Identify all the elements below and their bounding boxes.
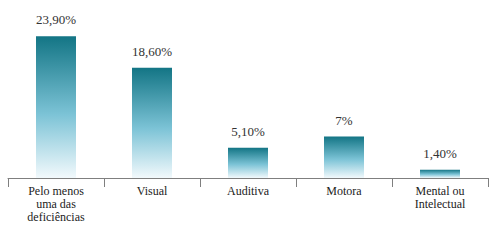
- svg-text:Auditiva: Auditiva: [227, 184, 270, 198]
- svg-text:Visual: Visual: [137, 184, 168, 198]
- svg-text:Motora: Motora: [326, 184, 362, 198]
- svg-text:Intelectual: Intelectual: [415, 197, 466, 211]
- svg-text:1,40%: 1,40%: [423, 146, 457, 161]
- svg-text:Mental ou: Mental ou: [416, 184, 465, 198]
- svg-text:uma das: uma das: [36, 197, 76, 211]
- svg-text:deficiências: deficiências: [27, 210, 85, 224]
- svg-text:7%: 7%: [335, 113, 353, 128]
- svg-text:Pelo menos: Pelo menos: [28, 184, 84, 198]
- svg-text:18,60%: 18,60%: [132, 44, 172, 59]
- svg-text:23,90%: 23,90%: [36, 12, 76, 27]
- svg-text:5,10%: 5,10%: [231, 124, 265, 139]
